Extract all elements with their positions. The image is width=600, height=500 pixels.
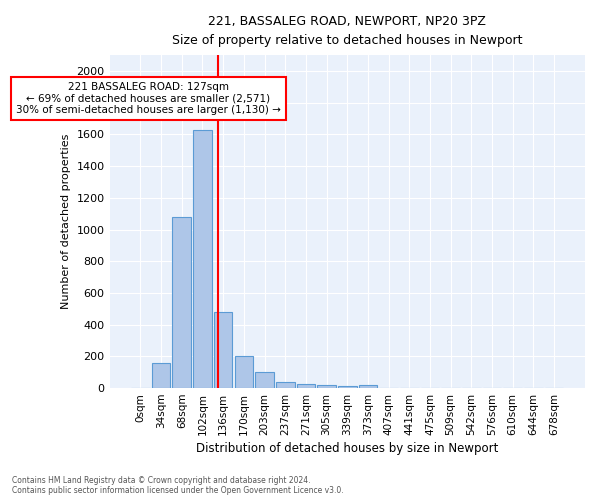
Bar <box>193 130 212 388</box>
Bar <box>359 385 377 388</box>
Bar <box>296 384 315 388</box>
Text: Contains HM Land Registry data © Crown copyright and database right 2024.
Contai: Contains HM Land Registry data © Crown c… <box>12 476 344 495</box>
Bar <box>214 312 232 388</box>
Bar <box>317 385 336 388</box>
Text: 221 BASSALEG ROAD: 127sqm
← 69% of detached houses are smaller (2,571)
30% of se: 221 BASSALEG ROAD: 127sqm ← 69% of detac… <box>16 82 281 116</box>
Bar <box>255 372 274 388</box>
Y-axis label: Number of detached properties: Number of detached properties <box>61 134 71 310</box>
Bar <box>276 382 295 388</box>
X-axis label: Distribution of detached houses by size in Newport: Distribution of detached houses by size … <box>196 442 499 455</box>
Bar <box>172 217 191 388</box>
Bar <box>235 356 253 388</box>
Bar <box>152 362 170 388</box>
Bar <box>338 386 356 388</box>
Title: 221, BASSALEG ROAD, NEWPORT, NP20 3PZ
Size of property relative to detached hous: 221, BASSALEG ROAD, NEWPORT, NP20 3PZ Si… <box>172 15 523 47</box>
